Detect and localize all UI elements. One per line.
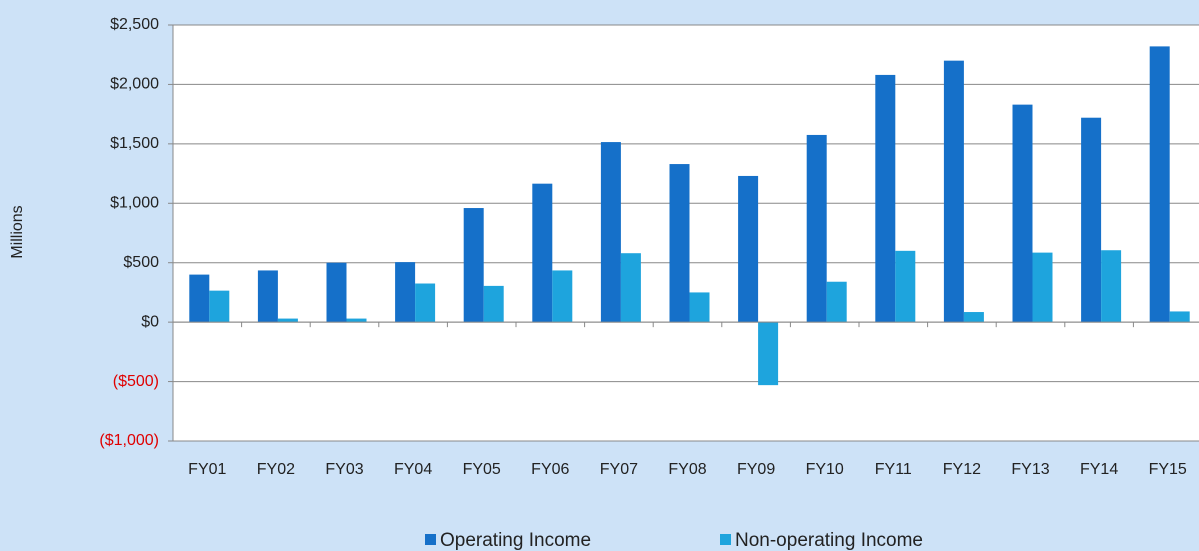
legend-swatch [425,534,436,545]
y-tick-label: ($500) [113,373,159,390]
y-tick-label: $2,000 [110,76,159,93]
bar [1149,46,1170,323]
x-tick-label: FY15 [1149,461,1187,478]
y-tick-label: $0 [141,313,159,330]
bar [483,285,504,323]
x-tick-label: FY09 [737,461,775,478]
bar [189,274,210,323]
bar [620,253,641,323]
bar [806,134,827,323]
bar [395,262,416,323]
bar [826,281,847,323]
y-tick-label: $1,500 [110,135,159,152]
x-tick-label: FY12 [943,461,981,478]
bar [463,208,484,323]
bar [600,142,621,323]
bar [669,164,690,323]
x-tick-label: FY03 [325,461,363,478]
bar [1012,104,1033,323]
legend-label: Non-operating Income [735,530,923,551]
y-tick-label: $2,500 [110,16,159,33]
bar [738,175,759,323]
x-tick-label: FY08 [668,461,706,478]
bar [963,312,984,323]
bar [758,322,779,386]
legend-label: Operating Income [440,530,591,551]
x-tick-label: FY11 [875,461,912,478]
bar [1101,250,1122,323]
bar [257,270,278,323]
x-tick-label: FY14 [1080,461,1118,478]
bar [1081,117,1102,323]
bar [209,290,230,323]
y-axis-label: Millions [9,205,26,258]
y-tick-label: $500 [123,254,159,271]
bar [346,318,367,323]
x-tick-label: FY02 [257,461,295,478]
bar [875,74,896,323]
bar [689,292,710,323]
y-tick-label: $1,000 [110,195,159,212]
x-tick-label: FY05 [463,461,501,478]
x-tick-label: FY13 [1011,461,1049,478]
bar [1032,252,1053,323]
bar [326,262,347,323]
x-tick-label: FY07 [600,461,638,478]
x-tick-label: FY06 [531,461,569,478]
x-tick-label: FY04 [394,461,432,478]
bar [1169,311,1190,323]
bar [895,250,916,323]
bar [552,270,573,323]
x-tick-label: FY01 [188,461,226,478]
y-tick-label: ($1,000) [99,432,159,449]
bar [277,318,298,323]
x-tick-label: FY10 [806,461,844,478]
bar [532,183,553,323]
bar [943,60,964,323]
legend-swatch [720,534,731,545]
bar [415,283,436,323]
